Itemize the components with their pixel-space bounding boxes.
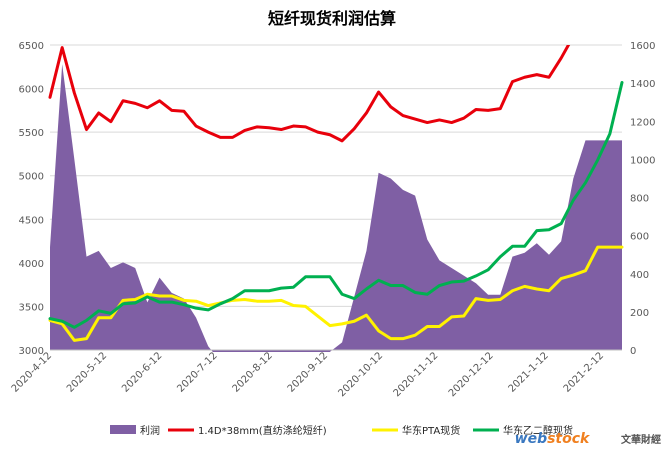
y-left-tick-label: 4000 [19, 259, 44, 270]
y-right-tick-label: 800 [630, 194, 649, 205]
y-left-tick-label: 6000 [19, 85, 44, 96]
y-left-tick-label: 6500 [19, 41, 44, 52]
line-layer [48, 45, 624, 342]
y-right-tick-label: 1000 [630, 155, 655, 166]
right-axis: 0 200 400 600 800 1000 1200 1400 1600 [630, 41, 655, 357]
y-right-tick-label: 1200 [630, 117, 655, 128]
x-tick-label: 2020-5-12 [65, 350, 109, 394]
y-left-tick-label: 3500 [19, 302, 44, 313]
legend-label: 1.4D*38mm(直纺涤纶短纤) [198, 424, 327, 437]
y-left-tick-label: 5500 [19, 128, 44, 139]
x-axis: 2020-4-12 2020-5-12 2020-6-12 2020-7-12 2020… [10, 349, 622, 399]
series-line [48, 45, 571, 143]
x-tick-label: 2020-11-12 [392, 350, 441, 399]
y-right-tick-label: 200 [630, 308, 649, 319]
x-tick-label: 2021-2-12 [562, 350, 606, 394]
left-axis: 3000 3500 4000 4500 5000 5500 6000 6500 [19, 41, 44, 357]
x-tick-label: 2020-6-12 [120, 350, 164, 394]
x-tick-label: 2021-1-12 [507, 350, 551, 394]
legend-swatch [110, 425, 136, 434]
x-tick-label: 2020-9-12 [286, 350, 330, 394]
series-line [48, 80, 624, 329]
watermark-logo: webstock 文華財經 [515, 431, 661, 447]
x-tick-label: 2020-12-12 [447, 350, 496, 399]
y-right-tick-label: 0 [630, 346, 636, 357]
x-tick-label: 2020-8-12 [231, 350, 275, 394]
watermark-brand-part2: stock [547, 431, 591, 447]
y-right-tick-label: 600 [630, 232, 649, 243]
y-left-tick-label: 5000 [19, 172, 44, 183]
y-right-tick-label: 400 [630, 270, 649, 281]
watermark-chinese: 文華財經 [621, 433, 661, 446]
y-right-tick-label: 1600 [630, 41, 655, 52]
watermark-brand-part1: web [515, 431, 547, 447]
x-tick-label: 2020-10-12 [336, 350, 385, 399]
chart-title: 短纤现货利润估算 [268, 9, 396, 28]
svg-text:webstock: webstock [515, 431, 591, 447]
legend-label: 华东PTA现货 [402, 424, 460, 437]
y-left-tick-label: 3000 [19, 346, 44, 357]
legend: 利润 1.4D*38mm(直纺涤纶短纤) 华东PTA现货 华东乙二醇现货 [110, 424, 573, 437]
legend-label: 华东乙二醇现货 [503, 424, 573, 437]
x-tick-label: 2020-7-12 [175, 350, 219, 394]
y-left-tick-label: 4500 [19, 215, 44, 226]
y-right-tick-label: 1400 [630, 79, 655, 90]
legend-label: 利润 [140, 424, 160, 437]
x-tick-label: 2020-4-12 [10, 350, 54, 394]
series-area-profit [50, 64, 622, 352]
area-layer [50, 64, 622, 352]
series-line [48, 245, 624, 342]
